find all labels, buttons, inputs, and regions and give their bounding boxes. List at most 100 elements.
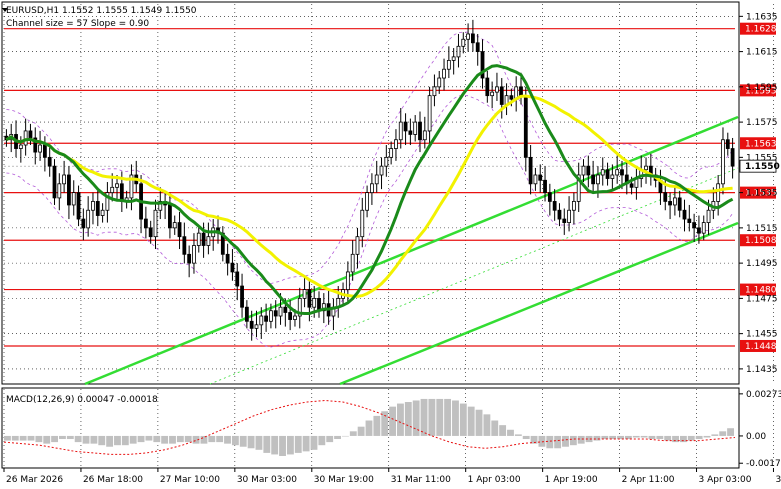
candle-body	[403, 121, 408, 132]
candle-body	[355, 236, 360, 255]
level-tag	[740, 283, 776, 296]
macd-bar	[679, 435, 687, 443]
price-axis: 1.1635 1.1615 1.1595 1.1575 1.1555 1.1535 1.15…	[739, 12, 778, 375]
collapse-triangle-icon[interactable]	[2, 8, 8, 12]
candle-body	[620, 169, 624, 176]
candle-body	[259, 315, 264, 326]
candle-body	[321, 303, 326, 312]
ma-fast-line	[5, 64, 734, 315]
candle-body	[668, 201, 672, 206]
macd-bar	[19, 435, 27, 441]
macd-bar	[145, 435, 153, 441]
level-label: 1.1628	[745, 25, 777, 35]
candle-body	[264, 315, 269, 322]
macd-bar	[129, 435, 137, 444]
level-tag	[740, 186, 776, 199]
macd-bar	[341, 435, 349, 437]
level-label: 1.1448	[745, 342, 777, 352]
grid	[3, 4, 774, 467]
macd-bar	[349, 431, 357, 436]
macd-bar	[27, 435, 35, 441]
candle-body	[76, 192, 81, 220]
candle-body	[605, 169, 610, 179]
candle-body	[413, 121, 418, 135]
candle-body	[105, 192, 110, 211]
macd-bar	[357, 426, 365, 436]
candle-body	[374, 174, 379, 185]
macd-bar	[318, 435, 326, 446]
candle-body	[692, 222, 697, 229]
x-tick-label: 1 Apr 03:00	[468, 475, 521, 485]
level-tag	[740, 339, 776, 352]
x-tick-label: 31 Mar 11:00	[391, 475, 451, 485]
candle-body	[345, 271, 350, 290]
macd-bar	[483, 414, 491, 436]
macd-bar	[35, 435, 43, 443]
price-levels: 1.16281.15931.15631.15351.15081.14801.14…	[4, 22, 780, 352]
candle-body	[533, 174, 538, 185]
macd-bar	[208, 435, 216, 443]
candle-body	[730, 148, 735, 167]
candle-body	[240, 285, 244, 308]
candle-body	[91, 201, 95, 211]
x-tick-label: 26 Mar 2026	[6, 475, 63, 485]
macd-bar	[82, 435, 90, 444]
candle-body	[67, 174, 71, 206]
candle-body	[456, 45, 461, 58]
macd-bar	[373, 415, 381, 436]
candle-body	[172, 222, 177, 229]
candle-body	[312, 297, 317, 308]
candle-body	[384, 156, 389, 167]
candle-body	[57, 183, 62, 199]
candle-body	[461, 38, 466, 47]
macd-bar	[90, 435, 98, 444]
y-tick-label: 1.1635	[746, 12, 778, 22]
macd-bar	[43, 435, 51, 444]
candle-body	[360, 209, 365, 238]
macd-indicator: 0.00273 0.00 -0.00177	[3, 390, 781, 469]
candle-body	[442, 68, 446, 79]
candle-body	[244, 306, 249, 322]
candle-body	[235, 271, 240, 287]
candle-body	[71, 192, 76, 206]
candle-body	[600, 169, 605, 176]
level-label: 1.1593	[745, 86, 777, 96]
candle-body	[394, 139, 398, 149]
macd-bar	[334, 435, 341, 440]
macd-bar	[381, 411, 389, 436]
candle-body	[725, 139, 730, 149]
candle-body	[33, 137, 38, 153]
candle-body	[470, 33, 475, 44]
candle-body	[302, 289, 307, 299]
candle-body	[129, 174, 134, 199]
candle-body	[283, 306, 288, 313]
candle-body	[95, 201, 100, 216]
chart-header-channel: Channel size = 57 Slope = 0.90	[6, 19, 149, 29]
candle-body	[480, 51, 485, 79]
y-tick-label: 1.1495	[746, 259, 778, 269]
candle-body	[81, 218, 86, 229]
candle-body	[672, 197, 677, 206]
candle-body	[552, 201, 557, 211]
candle-body	[451, 56, 456, 61]
candle-body	[427, 95, 432, 132]
candle-body	[18, 144, 23, 149]
candle-body	[365, 192, 369, 211]
macd-title: MACD(12,26,9) 0.00047 -0.00018	[6, 395, 158, 405]
candle-body	[629, 183, 634, 188]
candle-body	[519, 86, 523, 97]
macd-bar	[231, 435, 239, 446]
candle-body	[543, 179, 547, 194]
macd-bar	[664, 435, 672, 441]
y-tick-label: 1.1555	[746, 153, 778, 163]
macd-bar	[169, 435, 176, 444]
level-label: 1.1535	[745, 189, 777, 199]
candle-body	[615, 169, 620, 176]
macd-bar	[74, 435, 82, 443]
candle-body	[158, 201, 163, 211]
candle-body	[230, 262, 235, 273]
macd-bar	[51, 435, 59, 443]
macd-bar	[569, 435, 577, 446]
candle-body	[562, 218, 567, 223]
macd-bar	[727, 428, 734, 436]
